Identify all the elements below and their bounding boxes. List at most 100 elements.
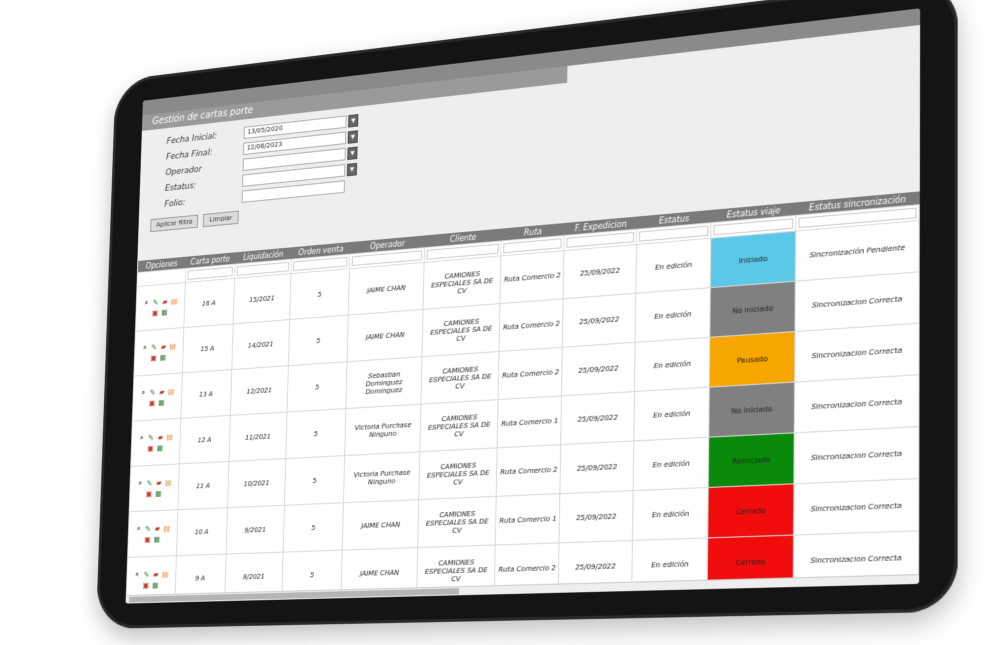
edit-icon[interactable]: ✎ bbox=[145, 478, 154, 488]
estatus-cell: En edición bbox=[633, 487, 709, 540]
truck-icon[interactable]: ▰ bbox=[158, 387, 167, 397]
document-icon[interactable]: ▤ bbox=[162, 523, 171, 533]
operador-cell: JAIME CHAN bbox=[342, 500, 419, 551]
ruta-cell: Ruta Comercio 2 bbox=[498, 347, 562, 399]
fecha-cell: 25/09/2022 bbox=[561, 392, 635, 445]
operador-cell: Victoria Purchase Ninguno bbox=[345, 404, 421, 455]
edit-icon[interactable]: ✎ bbox=[148, 387, 157, 397]
tablet-screen: Gestión de cartas porte Fecha Inicial: 13… bbox=[126, 8, 921, 603]
xml-icon[interactable]: ▦ bbox=[157, 397, 166, 407]
search-icon[interactable]: ⌕ bbox=[142, 298, 151, 308]
row-options: ⌕ ✎ ▰ ▤ ▣ ▦ bbox=[134, 477, 174, 499]
pdf-icon[interactable]: ▣ bbox=[143, 534, 152, 544]
clear-button[interactable]: Limpiar bbox=[203, 211, 238, 227]
fecha-cell: 25/09/2022 bbox=[559, 491, 633, 543]
search-icon[interactable]: ⌕ bbox=[139, 388, 148, 398]
options-cell: ⌕ ✎ ▰ ▤ ▣ ▦ bbox=[129, 464, 179, 512]
ruta-cell: Ruta Comercio 2 bbox=[497, 445, 561, 497]
edit-icon[interactable]: ✎ bbox=[147, 433, 156, 443]
pdf-icon[interactable]: ▣ bbox=[148, 398, 157, 408]
carta-porte-cell: 13 A bbox=[181, 370, 232, 419]
estatus-viaje-badge: Iniciado bbox=[711, 231, 796, 288]
operador-cell: JAIME CHAN bbox=[347, 309, 423, 361]
truck-icon[interactable]: ▰ bbox=[155, 478, 164, 488]
estatus-cell: En edición bbox=[635, 337, 710, 391]
document-icon[interactable]: ▤ bbox=[170, 296, 179, 306]
estatus-viaje-badge: Reiniciado bbox=[709, 433, 795, 488]
truck-icon[interactable]: ▰ bbox=[151, 569, 160, 579]
carta-porte-cell: 11 A bbox=[178, 461, 229, 509]
ruta-cell: Ruta Comercio 2 bbox=[499, 299, 563, 352]
row-options: ⌕ ✎ ▰ ▤ ▣ ▦ bbox=[139, 341, 179, 364]
document-icon[interactable]: ▤ bbox=[161, 569, 170, 579]
search-icon[interactable]: ⌕ bbox=[134, 524, 143, 534]
fecha-cell: 25/09/2022 bbox=[563, 293, 636, 347]
carta-porte-cell: 12 A bbox=[179, 415, 230, 464]
search-icon[interactable]: ⌕ bbox=[133, 570, 142, 580]
xml-icon[interactable]: ▦ bbox=[159, 352, 168, 362]
xml-icon[interactable]: ▦ bbox=[154, 488, 163, 498]
xml-icon[interactable]: ▦ bbox=[151, 580, 160, 590]
sync-status-cell: Sincronización Pendiente bbox=[796, 221, 919, 282]
document-icon[interactable]: ▤ bbox=[167, 386, 176, 396]
options-cell: ⌕ ✎ ▰ ▤ ▣ ▦ bbox=[131, 418, 181, 466]
orden-venta-cell: 5 bbox=[289, 315, 349, 366]
cliente-cell: CAMIONES ESPECIALES SA DE CV bbox=[419, 448, 497, 500]
row-options: ⌕ ✎ ▰ ▤ ▣ ▦ bbox=[137, 386, 177, 408]
document-icon[interactable]: ▤ bbox=[164, 477, 173, 487]
sync-status-cell: Sincronizacion Correcta bbox=[794, 479, 919, 535]
truck-icon[interactable]: ▰ bbox=[159, 341, 168, 351]
orden-venta-cell: 5 bbox=[283, 503, 343, 552]
truck-icon[interactable]: ▰ bbox=[161, 296, 170, 306]
liquidacion-cell: 14/2021 bbox=[231, 320, 290, 370]
liquidacion-cell: 9/2021 bbox=[226, 505, 285, 554]
xml-icon[interactable]: ▦ bbox=[160, 307, 169, 317]
pdf-icon[interactable]: ▣ bbox=[145, 488, 154, 498]
options-cell: ⌕ ✎ ▰ ▤ ▣ ▦ bbox=[135, 282, 185, 331]
apply-filter-button[interactable]: Aplicar filtro bbox=[150, 215, 198, 233]
pdf-icon[interactable]: ▣ bbox=[146, 443, 155, 453]
carta-porte-cell: 16 A bbox=[184, 278, 235, 327]
edit-icon[interactable]: ✎ bbox=[151, 297, 160, 307]
liquidacion-cell: 15/2021 bbox=[233, 274, 292, 324]
ruta-cell: Ruta Comercio 2 bbox=[500, 251, 564, 304]
dropdown-arrow-icon[interactable]: ▼ bbox=[347, 147, 357, 160]
estatus-viaje-badge: No iniciado bbox=[709, 382, 795, 437]
operador-cell: JAIME CHAN bbox=[349, 262, 425, 315]
pdf-icon[interactable]: ▣ bbox=[142, 580, 151, 590]
estatus-cell: En edición bbox=[635, 288, 710, 343]
dropdown-arrow-icon[interactable]: ▼ bbox=[347, 163, 357, 176]
dropdown-arrow-icon[interactable]: ▼ bbox=[348, 130, 358, 143]
sync-status-cell: Sincronizacion Correcta bbox=[795, 272, 919, 332]
dropdown-arrow-icon[interactable]: ▼ bbox=[348, 114, 358, 128]
truck-icon[interactable]: ▰ bbox=[156, 432, 165, 442]
pdf-icon[interactable]: ▣ bbox=[149, 352, 158, 362]
cartas-porte-table: Opciones Carta porte Liquidación Orden vent… bbox=[126, 191, 920, 603]
truck-icon[interactable]: ▰ bbox=[153, 523, 162, 533]
orden-venta-cell: 5 bbox=[290, 269, 350, 320]
search-icon[interactable]: ⌕ bbox=[137, 433, 146, 443]
document-icon[interactable]: ▤ bbox=[165, 431, 174, 441]
xml-icon[interactable]: ▦ bbox=[153, 534, 162, 544]
edit-icon[interactable]: ✎ bbox=[142, 569, 151, 579]
estatus-cell: En edición bbox=[634, 387, 710, 441]
edit-icon[interactable]: ✎ bbox=[150, 342, 159, 352]
fecha-cell: 25/09/2022 bbox=[563, 244, 636, 298]
search-icon[interactable]: ⌕ bbox=[140, 343, 149, 353]
options-cell: ⌕ ✎ ▰ ▤ ▣ ▦ bbox=[128, 510, 178, 558]
column-filter-input[interactable] bbox=[187, 267, 232, 280]
row-options: ⌕ ✎ ▰ ▤ ▣ ▦ bbox=[136, 431, 176, 453]
operador-cell: Sebastian Dominguez Dominguez bbox=[346, 357, 422, 409]
pdf-icon[interactable]: ▣ bbox=[151, 307, 160, 317]
cliente-cell: CAMIONES ESPECIALES SA DE CV bbox=[421, 351, 499, 404]
search-icon[interactable]: ⌕ bbox=[136, 478, 145, 488]
edit-icon[interactable]: ✎ bbox=[144, 524, 153, 534]
xml-icon[interactable]: ▦ bbox=[156, 442, 165, 452]
orden-venta-cell: 5 bbox=[287, 362, 347, 412]
ruta-cell: Ruta Comercio 1 bbox=[498, 396, 562, 448]
orden-venta-cell: 5 bbox=[286, 409, 346, 459]
liquidacion-cell: 12/2021 bbox=[230, 366, 289, 416]
estatus-viaje-badge: Pausado bbox=[710, 331, 796, 387]
fecha-cell: 25/09/2022 bbox=[562, 342, 636, 396]
document-icon[interactable]: ▤ bbox=[168, 341, 177, 351]
